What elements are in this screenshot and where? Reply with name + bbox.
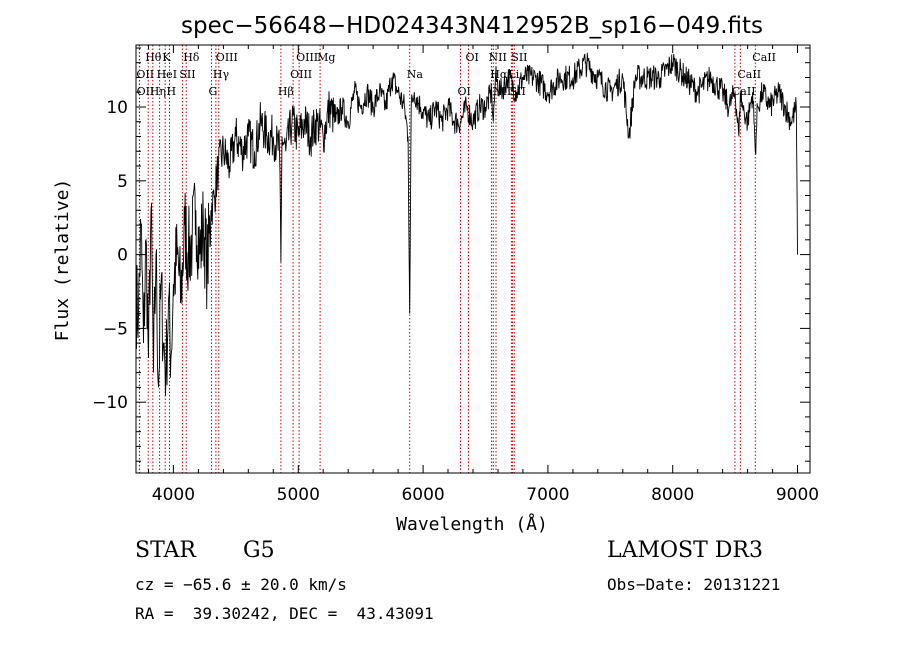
line-label-18: OI [466, 51, 479, 64]
line-label-8: H [167, 85, 177, 98]
y-tick-label-4: 10 [106, 98, 128, 118]
x-axis-label: Wavelength (Å) [396, 513, 548, 535]
y-axis: −10 −5 0 5 10 [92, 47, 810, 462]
y-tick-label-3: 5 [117, 172, 128, 192]
object-class: STAR [135, 538, 196, 563]
x-tick-label-1: 5000 [277, 485, 320, 505]
line-label-11: G [209, 85, 218, 98]
line-label-3: K [162, 51, 171, 64]
line-label-24: SII [511, 51, 527, 64]
line-label-13: OIII [290, 68, 312, 81]
line-label-5: Hη [150, 85, 166, 98]
line-labels: HθOIIOIIKHeIHηHδSIIHOIIIHγGOIIIOIIIHβMgN… [136, 51, 776, 98]
line-label-10: Hγ [213, 68, 230, 81]
survey-name: LAMOST DR3 [607, 538, 763, 563]
y-tick-label-2: 0 [117, 246, 128, 266]
line-markers [138, 45, 756, 473]
line-label-25: CaII [737, 68, 761, 81]
x-tick-label-2: 6000 [401, 485, 444, 505]
line-label-19: Hα [490, 68, 508, 81]
y-tick-label-1: −5 [103, 319, 128, 339]
line-label-26: CaII [732, 85, 756, 98]
line-label-27: CaII [752, 51, 776, 64]
chart-title: spec−56648−HD024343N412952B_sp16−049.fit… [181, 13, 763, 39]
line-label-16: Na [407, 68, 424, 81]
y-tick-label-0: −10 [92, 393, 128, 413]
line-label-14: Hβ [278, 85, 294, 98]
coordinates: RA = 39.30242, DEC = 43.43091 [135, 604, 434, 623]
line-label-22: Li [508, 68, 519, 81]
x-tick-label-5: 9000 [776, 485, 819, 505]
line-label-0: Hθ [145, 51, 162, 64]
line-label-1: OII [136, 68, 154, 81]
subclass: G5 [243, 538, 275, 563]
obs-date: Obs−Date: 20131221 [607, 575, 781, 594]
plot-frame [135, 44, 811, 474]
line-label-21: NII [489, 51, 507, 64]
x-tick-label-3: 7000 [526, 485, 569, 505]
line-label-15: Mg [317, 51, 335, 64]
y-axis-label: Flux (relative) [52, 179, 73, 342]
x-axis: 4000 5000 6000 7000 8000 9000 [148, 45, 819, 505]
line-label-2: OII [137, 85, 155, 98]
line-label-17: OI [458, 85, 471, 98]
x-tick-label-0: 4000 [152, 485, 195, 505]
line-label-9: OIII [216, 51, 238, 64]
line-label-20: SII [510, 85, 526, 98]
line-label-4: HeI [157, 68, 177, 81]
line-label-12: OIII [296, 51, 318, 64]
flux-line [135, 52, 798, 396]
line-label-7: SII [179, 68, 195, 81]
line-label-6: Hδ [183, 51, 200, 64]
x-tick-label-4: 8000 [651, 485, 694, 505]
redshift-value: cz = −65.6 ± 20.0 km/s [135, 575, 347, 594]
flux-series [135, 52, 798, 396]
line-label-23: NII [493, 85, 511, 98]
